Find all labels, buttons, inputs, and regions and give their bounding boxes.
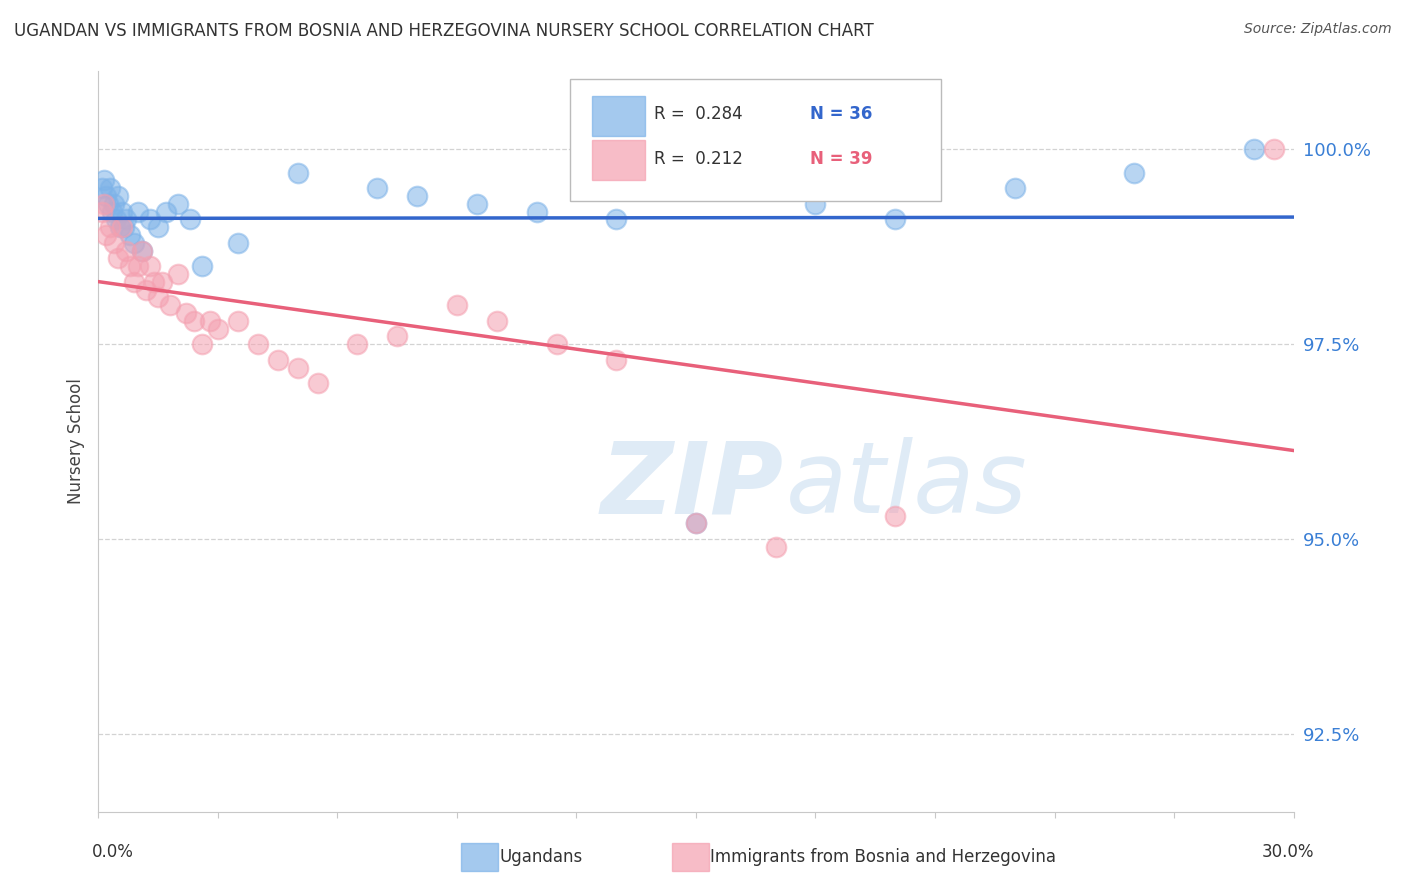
Point: [150, 275, 173, 289]
Point: [97, 197, 120, 211]
Point: [91, 181, 114, 195]
Point: [120, 227, 142, 242]
Point: [191, 259, 214, 273]
Point: [546, 337, 568, 351]
Point: [96, 227, 118, 242]
Point: [366, 181, 388, 195]
Point: [101, 204, 124, 219]
Text: R =  0.212: R = 0.212: [654, 150, 742, 168]
Point: [96, 189, 118, 203]
Point: [107, 252, 129, 266]
Point: [91, 204, 114, 219]
Point: [131, 244, 153, 258]
Point: [179, 212, 201, 227]
Point: [174, 306, 197, 320]
Point: [111, 220, 134, 235]
Point: [148, 290, 170, 304]
Point: [1123, 166, 1146, 180]
Point: [111, 204, 134, 219]
Point: [115, 244, 138, 258]
Point: [307, 376, 329, 390]
Point: [287, 166, 309, 180]
Point: [183, 314, 205, 328]
Point: [120, 259, 142, 273]
Point: [884, 508, 907, 523]
Point: [159, 298, 181, 312]
Text: Source: ZipAtlas.com: Source: ZipAtlas.com: [1244, 22, 1392, 37]
Point: [127, 259, 149, 273]
Point: [446, 298, 468, 312]
Point: [124, 275, 146, 289]
Text: 0.0%: 0.0%: [91, 843, 134, 861]
Point: [605, 212, 627, 227]
Point: [103, 235, 125, 250]
Point: [765, 540, 787, 554]
Text: UGANDAN VS IMMIGRANTS FROM BOSNIA AND HERZEGOVINA NURSERY SCHOOL CORRELATION CHA: UGANDAN VS IMMIGRANTS FROM BOSNIA AND HE…: [14, 22, 873, 40]
Point: [107, 189, 129, 203]
Text: Ugandans: Ugandans: [499, 848, 582, 866]
Point: [605, 352, 627, 367]
Point: [98, 220, 122, 235]
Point: [115, 212, 138, 227]
Point: [385, 329, 409, 343]
FancyBboxPatch shape: [592, 95, 644, 136]
Point: [105, 212, 128, 227]
Point: [1263, 142, 1285, 156]
Point: [485, 314, 508, 328]
Point: [110, 220, 132, 235]
Point: [167, 197, 190, 211]
Point: [139, 259, 162, 273]
Point: [226, 314, 249, 328]
Point: [139, 212, 162, 227]
Point: [127, 204, 149, 219]
Point: [685, 516, 707, 531]
Point: [267, 352, 290, 367]
Point: [191, 337, 214, 351]
Point: [148, 220, 170, 235]
Text: R =  0.284: R = 0.284: [654, 104, 742, 122]
Point: [287, 360, 309, 375]
FancyBboxPatch shape: [571, 78, 941, 201]
Point: [143, 275, 166, 289]
Point: [465, 197, 488, 211]
Point: [93, 197, 115, 211]
Point: [884, 212, 907, 227]
Point: [167, 267, 190, 281]
Point: [198, 314, 221, 328]
Point: [135, 283, 157, 297]
Point: [207, 321, 229, 335]
Text: Immigrants from Bosnia and Herzegovina: Immigrants from Bosnia and Herzegovina: [710, 848, 1056, 866]
Point: [98, 181, 122, 195]
Point: [93, 173, 115, 187]
Text: N = 39: N = 39: [810, 150, 872, 168]
Point: [685, 516, 707, 531]
Point: [226, 235, 249, 250]
Point: [406, 189, 429, 203]
Point: [1004, 181, 1026, 195]
Point: [103, 197, 125, 211]
Point: [526, 204, 548, 219]
Y-axis label: Nursery School: Nursery School: [66, 378, 84, 505]
Text: N = 36: N = 36: [810, 104, 872, 122]
Point: [1243, 142, 1265, 156]
Point: [155, 204, 177, 219]
Text: ZIP: ZIP: [600, 437, 783, 534]
Text: atlas: atlas: [786, 437, 1028, 534]
Point: [246, 337, 269, 351]
Point: [804, 197, 827, 211]
FancyBboxPatch shape: [592, 140, 644, 180]
Text: 30.0%: 30.0%: [1263, 843, 1315, 861]
Point: [124, 235, 146, 250]
Point: [112, 220, 135, 235]
Point: [346, 337, 368, 351]
Point: [131, 244, 153, 258]
